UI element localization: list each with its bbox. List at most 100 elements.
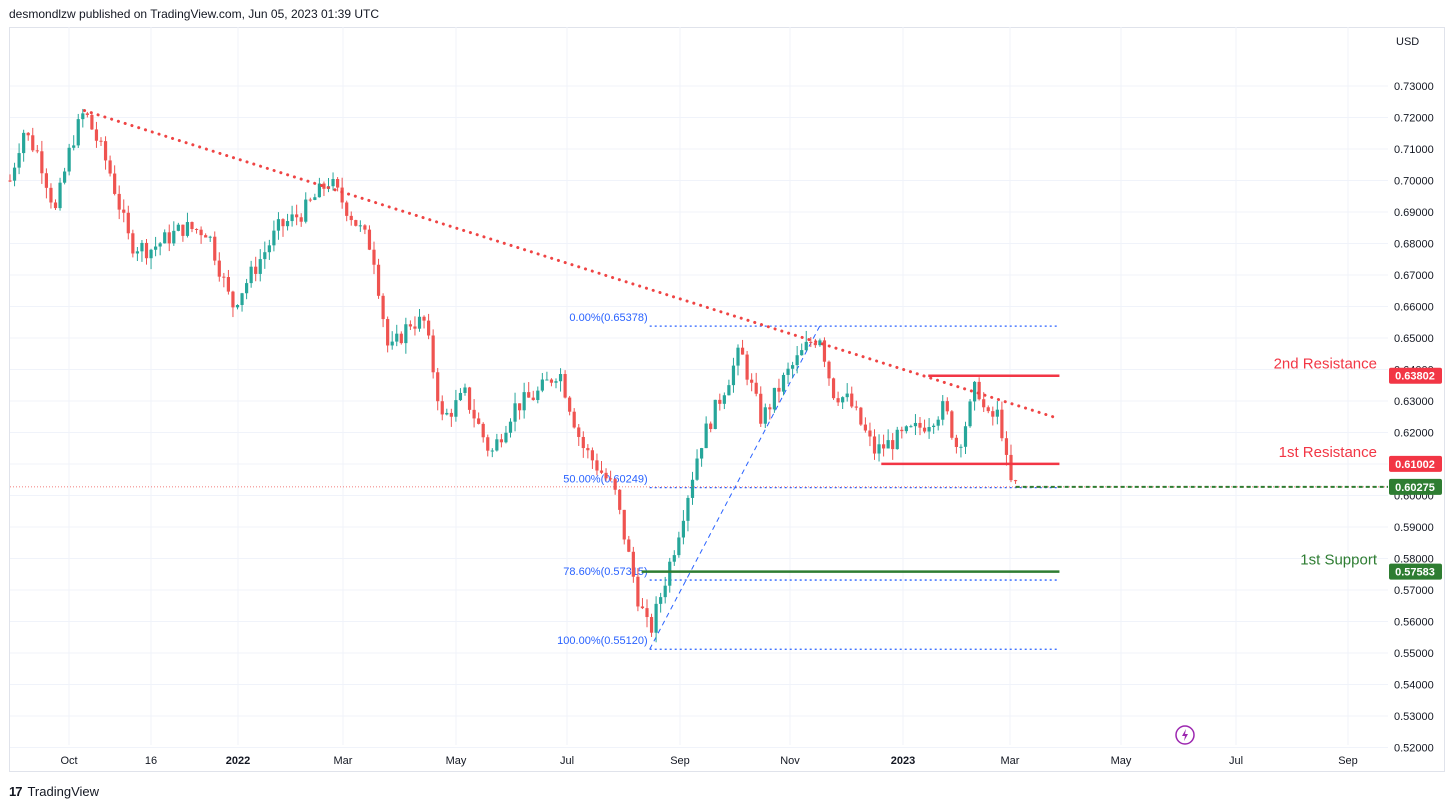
candle-body bbox=[991, 411, 995, 417]
y-tick-label: 0.70000 bbox=[1394, 176, 1434, 188]
candle-body bbox=[718, 399, 722, 404]
candle-body bbox=[272, 230, 276, 246]
candle-body bbox=[618, 489, 622, 510]
candle-body bbox=[72, 145, 76, 148]
x-tick-label: May bbox=[1111, 755, 1132, 767]
candle-body bbox=[836, 398, 840, 403]
candle-body bbox=[126, 212, 130, 234]
price-tag-label: 0.60275 bbox=[1395, 482, 1435, 494]
y-tick-label: 0.52000 bbox=[1394, 743, 1434, 755]
candle-body bbox=[440, 401, 444, 415]
candle-body bbox=[690, 479, 695, 498]
candle-body bbox=[417, 316, 422, 329]
candle-body bbox=[472, 409, 476, 419]
candle-body bbox=[204, 235, 208, 238]
candle-body bbox=[285, 221, 290, 227]
candle-body bbox=[904, 426, 908, 432]
chart-frame bbox=[9, 27, 1445, 772]
candle-body bbox=[1013, 480, 1018, 482]
candle-body bbox=[8, 180, 12, 182]
candlestick-series bbox=[8, 108, 1018, 643]
candle-body bbox=[495, 439, 499, 451]
x-tick-label: Oct bbox=[60, 755, 77, 767]
candle-body bbox=[636, 576, 640, 607]
candle-body bbox=[663, 585, 667, 598]
candle-body bbox=[804, 341, 808, 351]
candle-body bbox=[467, 387, 472, 410]
candle-body bbox=[135, 251, 139, 254]
candle-body bbox=[445, 412, 449, 415]
candle-body bbox=[140, 242, 144, 252]
candle-body bbox=[317, 183, 321, 198]
candle-body bbox=[158, 243, 162, 247]
candle-body bbox=[154, 246, 158, 250]
candle-body bbox=[381, 295, 385, 320]
price-tag bbox=[1389, 478, 1442, 495]
candle-body bbox=[404, 324, 408, 344]
candle-body bbox=[886, 440, 890, 449]
x-tick-label: Mar bbox=[334, 755, 353, 767]
candle-body bbox=[558, 374, 563, 382]
candle-body bbox=[695, 458, 699, 480]
candle-body bbox=[113, 173, 117, 194]
candle-body bbox=[677, 537, 681, 556]
y-tick-label: 0.62000 bbox=[1394, 428, 1434, 440]
y-tick-label: 0.68000 bbox=[1394, 239, 1434, 251]
candle-body bbox=[17, 153, 21, 168]
candle-body bbox=[909, 426, 913, 428]
candle-body bbox=[199, 229, 203, 236]
candle-body bbox=[554, 381, 558, 383]
y-tick-label: 0.67000 bbox=[1394, 270, 1434, 282]
candle-body bbox=[427, 320, 431, 336]
candle-body bbox=[704, 423, 708, 449]
candle-body bbox=[35, 150, 39, 152]
candle-body bbox=[863, 424, 867, 431]
candle-body bbox=[235, 304, 240, 308]
candle-body bbox=[354, 220, 358, 226]
y-tick-label: 0.53000 bbox=[1394, 711, 1434, 723]
candle-body bbox=[258, 259, 262, 274]
footer: 17 TradingView bbox=[9, 784, 99, 799]
candle-body bbox=[190, 222, 194, 229]
candle-body bbox=[213, 236, 217, 261]
level-label: 1st Support bbox=[1300, 552, 1378, 569]
candle-body bbox=[363, 225, 367, 230]
candle-body bbox=[777, 387, 781, 392]
y-tick-label: 0.63000 bbox=[1394, 396, 1434, 408]
x-tick-label: Sep bbox=[670, 755, 690, 767]
candle-body bbox=[613, 479, 617, 490]
candle-body bbox=[850, 393, 854, 407]
candle-body bbox=[208, 236, 212, 238]
candle-body bbox=[595, 460, 599, 471]
candle-body bbox=[508, 421, 513, 433]
candle-body bbox=[395, 333, 399, 342]
candle-body bbox=[581, 436, 585, 449]
candle-body bbox=[522, 392, 526, 411]
candle-body bbox=[322, 183, 326, 189]
candle-body bbox=[631, 551, 635, 577]
candle-body bbox=[845, 393, 849, 398]
candle-body bbox=[1009, 454, 1013, 481]
candle-body bbox=[513, 403, 517, 422]
candle-body bbox=[736, 347, 740, 366]
x-tick-label: Mar bbox=[1001, 755, 1020, 767]
candle-body bbox=[185, 222, 190, 236]
candle-body bbox=[882, 444, 886, 449]
candle-body bbox=[872, 436, 877, 454]
candle-body bbox=[408, 324, 412, 327]
footer-brand[interactable]: TradingView bbox=[27, 784, 100, 799]
candle-body bbox=[295, 214, 299, 218]
candle-body bbox=[263, 252, 267, 260]
candle-body bbox=[927, 427, 931, 432]
price-tag-label: 0.57583 bbox=[1395, 567, 1435, 579]
y-tick-label: 0.71000 bbox=[1394, 144, 1434, 156]
candle-body bbox=[572, 411, 576, 428]
candle-body bbox=[340, 187, 344, 203]
x-tick-label: 2022 bbox=[226, 755, 250, 767]
candle-body bbox=[390, 341, 394, 346]
candle-body bbox=[654, 603, 658, 633]
y-tick-label: 0.72000 bbox=[1394, 113, 1434, 125]
candle-body bbox=[144, 242, 149, 259]
candle-body bbox=[763, 407, 767, 424]
